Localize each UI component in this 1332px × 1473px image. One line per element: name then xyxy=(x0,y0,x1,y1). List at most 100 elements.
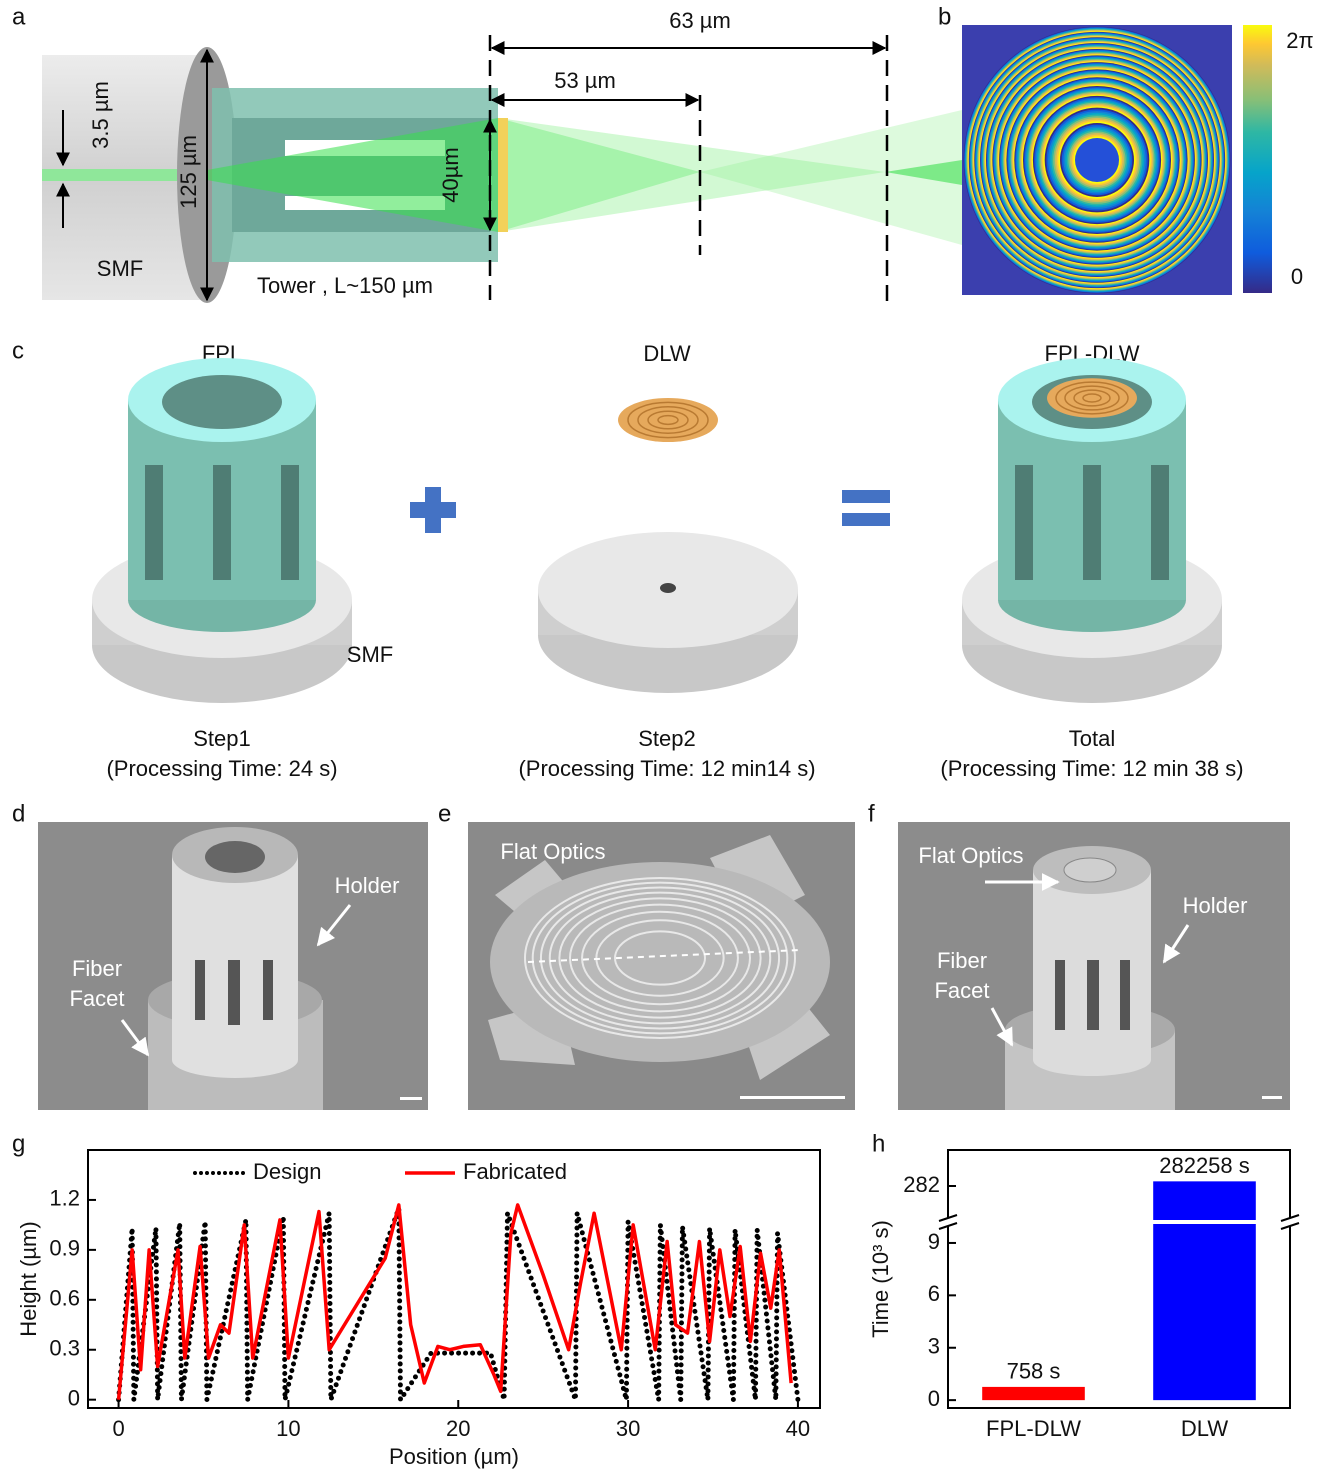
y-tick-label: 0 xyxy=(928,1386,940,1411)
holder xyxy=(172,855,298,1060)
label: Fiber xyxy=(937,948,987,973)
value-label: 282258 s xyxy=(1159,1153,1250,1178)
bar xyxy=(982,1387,1085,1400)
label: Step2 xyxy=(638,726,696,751)
panel-e: Flat Optics xyxy=(468,822,855,1110)
slit xyxy=(281,465,299,580)
line-1 xyxy=(119,1205,792,1400)
phase-center xyxy=(1075,138,1119,182)
y-tick-label: 3 xyxy=(928,1334,940,1359)
colorbar xyxy=(1243,25,1272,293)
label: SMF xyxy=(97,256,143,281)
scale-bar xyxy=(400,1097,422,1100)
y-tick-label: 6 xyxy=(928,1281,940,1306)
tower-hole xyxy=(162,375,282,429)
holder xyxy=(1033,1044,1151,1076)
label: Facet xyxy=(934,978,989,1003)
colorbar-label: 2π xyxy=(1286,28,1313,53)
line-0 xyxy=(119,1208,798,1399)
lens xyxy=(1047,378,1137,418)
y-tick-label: 0 xyxy=(68,1385,80,1410)
equals xyxy=(842,490,890,503)
panel-label: g xyxy=(12,1130,25,1157)
panel-label: h xyxy=(872,1130,885,1157)
plus xyxy=(425,487,441,533)
slit xyxy=(1055,960,1065,1030)
label: Holder xyxy=(335,873,400,898)
equals xyxy=(842,513,890,526)
scale-bar xyxy=(740,1096,845,1099)
dim-label: 40µm xyxy=(438,147,463,202)
slit xyxy=(1015,465,1033,580)
value-label: 758 s xyxy=(1007,1359,1061,1384)
slit xyxy=(1087,960,1099,1030)
dim-label: 63 µm xyxy=(669,8,731,33)
dim-label: 3.5 µm xyxy=(88,81,113,149)
y-tick-label: 1.2 xyxy=(49,1186,80,1211)
label: Fiber xyxy=(72,956,122,981)
panel-h-chart: 758 s FPL-DLW 282258 s DLW 0 3 6 9 282 Time (10³ … xyxy=(868,1150,1299,1441)
panel-b: 2π 0 xyxy=(962,25,1314,295)
colorbar-label: 0 xyxy=(1291,264,1303,289)
label: Tower , L~150 µm xyxy=(257,273,433,298)
label: (Processing Time: 12 min14 s) xyxy=(518,756,815,781)
phase-map xyxy=(964,27,1231,294)
slit xyxy=(263,960,273,1020)
slit xyxy=(145,465,163,580)
panel-c: FPL DLW FPL-DLW SMF Step1 (Processing Ti… xyxy=(92,341,1244,781)
x-tick-label: 20 xyxy=(446,1416,470,1441)
panel-label: e xyxy=(438,800,451,827)
slit xyxy=(1120,960,1130,1030)
bar xyxy=(1153,1181,1256,1400)
label: Flat Optics xyxy=(918,843,1023,868)
panel-label: d xyxy=(12,800,25,827)
x-tick-label: 30 xyxy=(616,1416,640,1441)
label: SMF xyxy=(347,642,393,667)
x-tick-label: 0 xyxy=(112,1416,124,1441)
y-tick-label: 0.3 xyxy=(49,1336,80,1361)
panel-a: 63 µm 53 µm 3.5 µm 125 µm 40µm SMF Tower… xyxy=(42,8,962,305)
x-tick-label: FPL-DLW xyxy=(986,1416,1081,1441)
panel-label: c xyxy=(12,337,24,364)
panel-label: a xyxy=(12,3,26,30)
holder-hole xyxy=(205,841,265,873)
lens xyxy=(498,118,508,232)
holder xyxy=(172,1042,298,1078)
slit xyxy=(213,465,231,580)
legend-label: Fabricated xyxy=(463,1159,567,1184)
slit xyxy=(228,960,240,1025)
panel-label: b xyxy=(938,3,951,30)
slit xyxy=(1083,465,1101,580)
y-tick-label: 282 xyxy=(903,1172,940,1197)
lens xyxy=(618,398,718,442)
flat-optic xyxy=(1064,858,1116,882)
label: Total xyxy=(1069,726,1115,751)
scale-bar xyxy=(1262,1096,1282,1099)
label: Facet xyxy=(69,986,124,1011)
x-axis-label: Position (µm) xyxy=(389,1444,519,1469)
panel-f: Flat Optics Holder Fiber Facet xyxy=(898,822,1290,1110)
y-tick-label: 0.9 xyxy=(49,1236,80,1261)
panel-label: f xyxy=(868,800,875,827)
panel-d: Holder Fiber Facet xyxy=(38,822,428,1110)
x-tick-label: DLW xyxy=(1181,1416,1228,1441)
dim-label: 125 µm xyxy=(176,135,201,209)
legend-label: Design xyxy=(253,1159,321,1184)
slit xyxy=(195,960,205,1020)
y-axis-label: Time (10³ s) xyxy=(868,1220,893,1338)
label: Flat Optics xyxy=(500,839,605,864)
slit xyxy=(1151,465,1169,580)
illustrations xyxy=(92,358,1222,703)
label: DLW xyxy=(643,341,690,366)
label: Holder xyxy=(1183,893,1248,918)
label: (Processing Time: 24 s) xyxy=(106,756,337,781)
label: Step1 xyxy=(193,726,251,751)
label: (Processing Time: 12 min 38 s) xyxy=(940,756,1243,781)
y-tick-label: 9 xyxy=(928,1229,940,1254)
y-tick-label: 0.6 xyxy=(49,1286,80,1311)
fiber-core xyxy=(660,583,676,593)
x-tick-label: 40 xyxy=(786,1416,810,1441)
x-tick-label: 10 xyxy=(276,1416,300,1441)
dim-label: 53 µm xyxy=(554,68,616,93)
y-axis-label: Height (µm) xyxy=(16,1221,41,1336)
